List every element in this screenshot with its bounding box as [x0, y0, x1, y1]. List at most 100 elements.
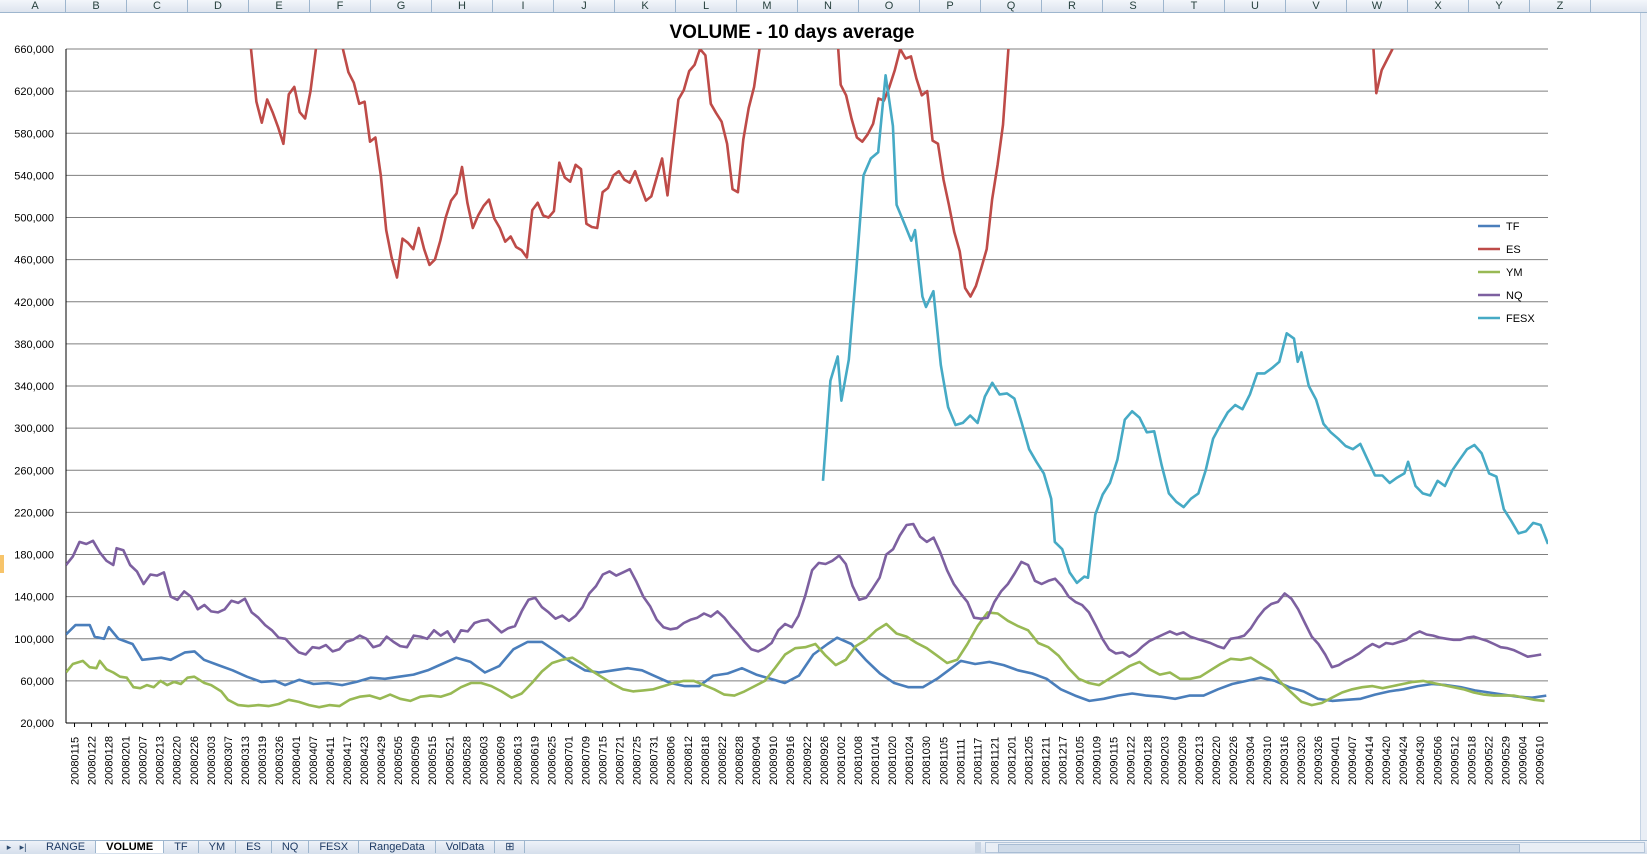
- x-tick-label: 20090105: [1075, 736, 1087, 785]
- y-tick-label: 180,000: [14, 550, 54, 562]
- horizontal-scrollbar[interactable]: [985, 842, 1645, 853]
- sheet-tab-rangedata[interactable]: RangeData: [359, 841, 436, 853]
- x-tick-label: 20081217: [1058, 736, 1070, 785]
- legend-label-tf: TF: [1506, 221, 1520, 233]
- x-tick-label: 20080701: [564, 736, 576, 785]
- x-tick-label: 20080521: [444, 736, 456, 785]
- sheet-tab-es[interactable]: ES: [236, 841, 272, 853]
- column-header-o[interactable]: O: [859, 0, 920, 12]
- sheet-tab-ym[interactable]: YM: [199, 841, 237, 853]
- column-header-m[interactable]: M: [737, 0, 798, 12]
- sheet-tab-nq[interactable]: NQ: [272, 841, 310, 853]
- x-tick-label: 20090424: [1398, 736, 1410, 785]
- column-header-x[interactable]: X: [1408, 0, 1469, 12]
- sheet-tab-voldata[interactable]: VolData: [436, 841, 496, 853]
- y-tick-label: 300,000: [14, 423, 54, 435]
- column-header-z[interactable]: Z: [1530, 0, 1591, 12]
- selected-row-indicator: [0, 555, 4, 573]
- x-tick-label: 20080417: [342, 736, 354, 785]
- y-tick-label: 500,000: [14, 213, 54, 225]
- legend-label-nq: NQ: [1506, 290, 1523, 302]
- x-tick-label: 20090610: [1534, 736, 1546, 785]
- column-header-d[interactable]: D: [188, 0, 249, 12]
- column-header-h[interactable]: H: [432, 0, 493, 12]
- column-header-y[interactable]: Y: [1469, 0, 1530, 12]
- y-tick-label: 20,000: [20, 718, 54, 730]
- y-tick-label: 580,000: [14, 128, 54, 140]
- gridlines: [65, 48, 1548, 724]
- x-tick-label: 20090401: [1330, 736, 1342, 785]
- y-tick-label: 340,000: [14, 381, 54, 393]
- x-tick-label: 20080319: [257, 736, 269, 785]
- sheet-tab-fesx[interactable]: FESX: [309, 841, 360, 853]
- column-header-c[interactable]: C: [127, 0, 188, 12]
- y-tick-label: 420,000: [14, 297, 54, 309]
- y-tick-label: 260,000: [14, 465, 54, 477]
- sheet-tab-volume[interactable]: VOLUME: [96, 841, 165, 853]
- column-header-e[interactable]: E: [249, 0, 310, 12]
- x-tick-label: 20080625: [546, 736, 558, 785]
- x-tick-label: 20080505: [393, 736, 405, 785]
- chart-area[interactable]: VOLUME - 10 days average 20,000 60,000 100…: [0, 13, 1647, 840]
- column-header-a[interactable]: A: [5, 0, 66, 12]
- tab-split-handle[interactable]: [975, 842, 981, 853]
- sheet-tabs: RANGE VOLUME TF YM ES NQ FESX RangeData VolData ⊞: [36, 841, 526, 854]
- column-header-f[interactable]: F: [310, 0, 371, 12]
- x-tick-label: 20090320: [1296, 736, 1308, 785]
- x-tick-label: 20090326: [1313, 736, 1325, 785]
- y-tick-label: 660,000: [14, 44, 54, 56]
- x-tick-label: 20080128: [104, 736, 116, 785]
- x-tick-label: 20081211: [1040, 737, 1052, 785]
- column-header-i[interactable]: I: [493, 0, 554, 12]
- column-header-j[interactable]: J: [554, 0, 615, 12]
- x-tick-label: 20090316: [1279, 736, 1291, 785]
- x-tick-label: 20080326: [274, 736, 286, 785]
- column-header-s[interactable]: S: [1103, 0, 1164, 12]
- column-header-v[interactable]: V: [1286, 0, 1347, 12]
- column-header-u[interactable]: U: [1225, 0, 1286, 12]
- x-tick-label: 20080806: [666, 736, 678, 785]
- column-header-n[interactable]: N: [798, 0, 859, 12]
- column-header-p[interactable]: P: [920, 0, 981, 12]
- y-tick-label: 60,000: [20, 676, 54, 688]
- column-header-q[interactable]: Q: [981, 0, 1042, 12]
- volume-line-chart[interactable]: VOLUME - 10 days average 20,000 60,000 100…: [0, 13, 1641, 840]
- series-lines: [66, 49, 1548, 709]
- x-tick-label: 20080303: [206, 736, 218, 785]
- x-tick-label: 20080904: [751, 736, 763, 785]
- column-header-r[interactable]: R: [1042, 0, 1103, 12]
- column-header-l[interactable]: L: [676, 0, 737, 12]
- column-header-k[interactable]: K: [615, 0, 676, 12]
- x-tick-label: 20080731: [649, 736, 661, 785]
- column-header-g[interactable]: G: [371, 0, 432, 12]
- x-tick-label: 20090407: [1347, 736, 1359, 785]
- x-tick-label: 20090203: [1160, 736, 1172, 785]
- x-tick-label: 20090506: [1432, 736, 1444, 785]
- vertical-scrollbar[interactable]: [1640, 13, 1647, 840]
- x-tick-label: 20080515: [427, 736, 439, 785]
- tab-scroll-last-icon[interactable]: ▸|: [19, 842, 27, 852]
- y-tick-label: 100,000: [14, 634, 54, 646]
- sheet-tab-range[interactable]: RANGE: [36, 841, 97, 853]
- x-tick-label: 20080910: [768, 736, 780, 785]
- column-header-w[interactable]: W: [1347, 0, 1408, 12]
- x-tick-label: 20080922: [802, 736, 814, 785]
- x-tick-label: 20081105: [938, 737, 950, 785]
- x-tick-label: 20090518: [1466, 736, 1478, 785]
- column-header-b[interactable]: B: [66, 0, 127, 12]
- legend: TF ES YM NQ FESX: [1478, 221, 1535, 325]
- x-tick-label: 20090209: [1177, 736, 1189, 785]
- x-tick-label: 20081201: [1006, 736, 1018, 785]
- tab-scroll-prev-icon[interactable]: ▸: [6, 842, 12, 852]
- column-header-t[interactable]: T: [1164, 0, 1225, 12]
- x-tick-label: 20081014: [870, 736, 882, 785]
- sheet-tab-tf[interactable]: TF: [164, 841, 199, 853]
- legend-label-fesx: FESX: [1506, 313, 1535, 325]
- insert-sheet-icon[interactable]: ⊞: [495, 841, 526, 853]
- x-tick-label: 20080528: [461, 736, 473, 785]
- y-tick-label: 460,000: [14, 255, 54, 267]
- x-tick-label: 20090115: [1109, 737, 1121, 785]
- x-tick-label: 20080313: [240, 736, 252, 785]
- horizontal-scrollbar-thumb[interactable]: [998, 844, 1520, 853]
- x-tick-label: 20080609: [495, 736, 507, 785]
